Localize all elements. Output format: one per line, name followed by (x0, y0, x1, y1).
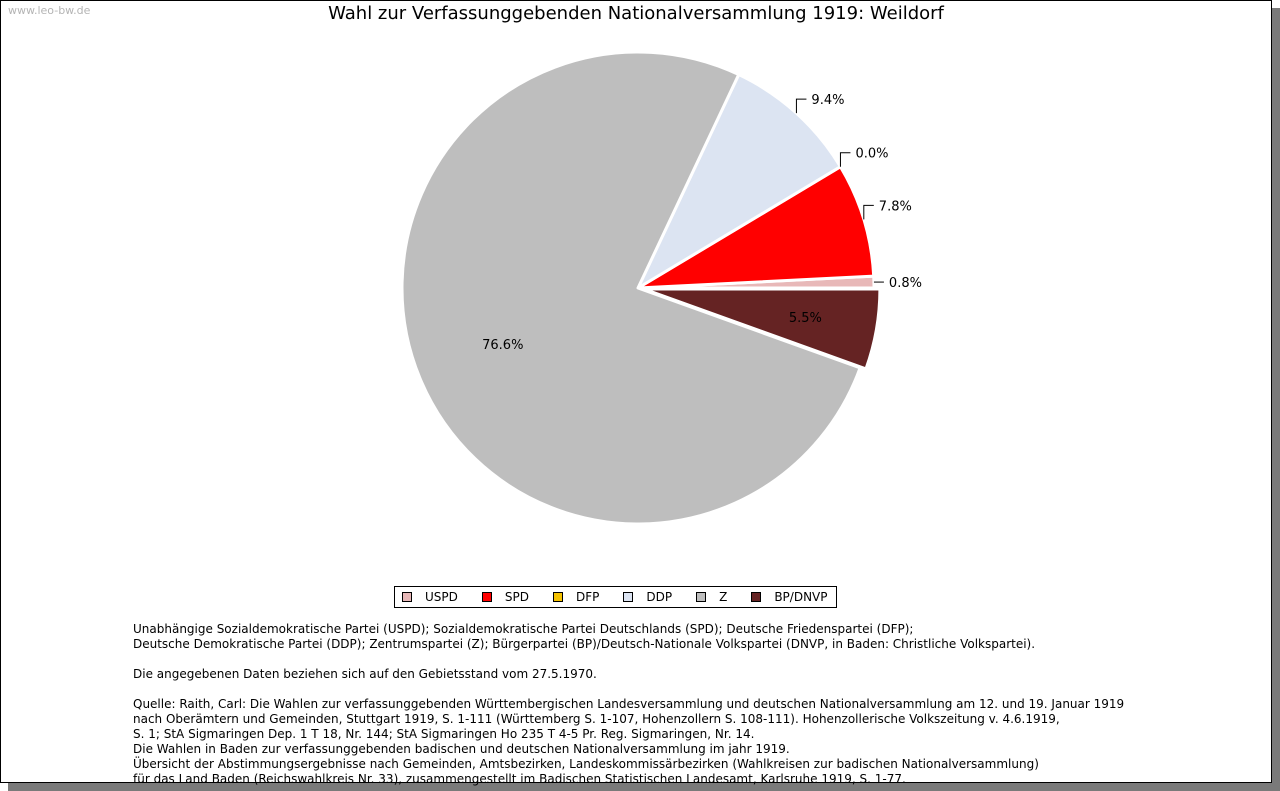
frame-shadow-right (1272, 8, 1280, 791)
slice-label-bp-dnvp: 5.5% (789, 311, 822, 326)
watermark: www.leo-bw.de (8, 4, 91, 17)
pie-chart: 0.8% 7.8% 0.0% 9.4% 76.6% 5.5% (400, 50, 922, 526)
legend-item-bp-dnvp: BP/DNVP (751, 590, 828, 604)
slice-label-uspd: 0.8% (889, 276, 922, 291)
legend-item-spd: SPD (481, 590, 529, 604)
legend-item-ddp: DDP (623, 590, 672, 604)
legend-label-uspd: USPD (425, 590, 458, 604)
pie-slice-z (400, 50, 862, 526)
slice-label-spd: 7.8% (879, 199, 912, 214)
note-line: S. 1; StA Sigmaringen Dep. 1 T 18, Nr. 1… (133, 727, 755, 741)
frame-shadow-bottom (8, 783, 1280, 791)
legend-swatch-bp-dnvp (751, 592, 762, 602)
note-line: Deutsche Demokratische Partei (DDP); Zen… (133, 637, 1036, 651)
legend-item-uspd: USPD (402, 590, 458, 604)
legend-swatch-ddp (623, 592, 634, 602)
chart-legend: USPD SPD DFP DDP Z BP/DNVP (394, 586, 837, 608)
legend-label-z: Z (719, 590, 728, 604)
legend-item-dfp: DFP (552, 590, 600, 604)
chart-title: Wahl zur Verfassunggebenden Nationalvers… (328, 3, 944, 24)
note-line: Unabhängige Sozialdemokratische Partei (… (133, 622, 914, 636)
note-line: Die angegebenen Daten beziehen sich auf … (133, 667, 597, 681)
legend-item-z: Z (696, 590, 727, 604)
leader-line-ddp (795, 98, 807, 114)
leader-line-spd (863, 204, 874, 220)
note-spacer (133, 652, 1124, 667)
slice-label-z: 76.6% (482, 338, 523, 353)
legend-swatch-z (696, 592, 707, 602)
note-line: nach Oberämtern und Gemeinden, Stuttgart… (133, 712, 1060, 726)
note-line: Quelle: Raith, Carl: Die Wahlen zur verf… (133, 697, 1125, 711)
note-spacer (133, 682, 1124, 697)
leader-line-dfp (839, 152, 851, 167)
note-line: für das Land Baden (Reichswahlkreis Nr. … (133, 772, 906, 786)
legend-swatch-dfp (552, 592, 563, 602)
slice-label-ddp: 9.4% (811, 93, 844, 108)
legend-label-bp-dnvp: BP/DNVP (774, 590, 828, 604)
note-line: Übersicht der Abstimmungsergebnisse nach… (133, 757, 1039, 771)
pie-slice-bp-dnvp (642, 287, 882, 371)
pie-slice-spd (636, 165, 876, 290)
legend-swatch-spd (481, 592, 492, 602)
legend-swatch-uspd (402, 592, 412, 602)
pie-slice-ddp (636, 73, 842, 290)
legend-label-dfp: DFP (575, 590, 600, 604)
chart-notes: Unabhängige Sozialdemokratische Partei (… (133, 622, 1124, 787)
note-line: Die Wahlen in Baden zur verfassunggebend… (133, 742, 790, 756)
legend-label-spd: SPD (504, 590, 529, 604)
slice-label-dfp: 0.0% (855, 147, 888, 162)
legend-label-ddp: DDP (646, 590, 673, 604)
